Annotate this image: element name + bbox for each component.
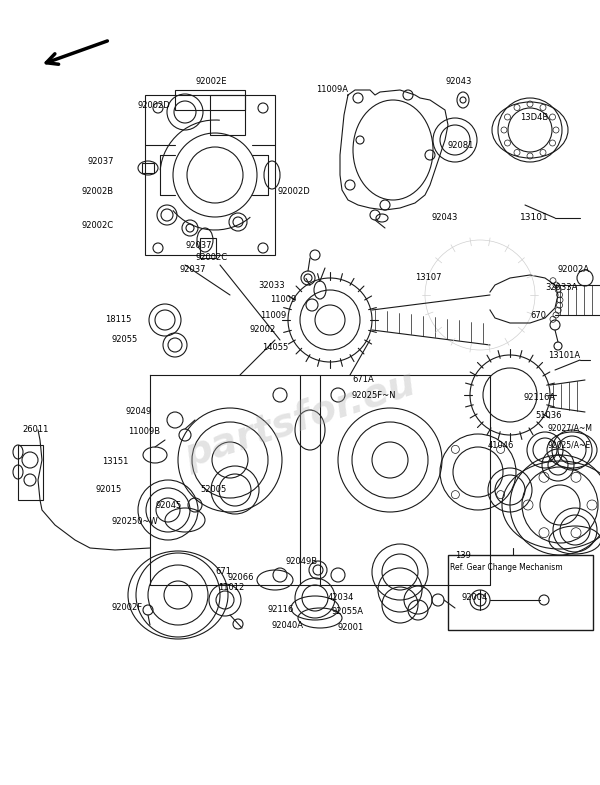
Text: 13107: 13107 (415, 273, 442, 283)
Bar (145, 95, 275, 255)
Text: 92002D: 92002D (137, 100, 170, 109)
Text: 92049B: 92049B (285, 557, 317, 567)
Text: 13151: 13151 (102, 458, 128, 466)
Text: 92055A: 92055A (332, 608, 364, 616)
Text: 52005: 52005 (200, 485, 226, 495)
Text: 92037: 92037 (88, 158, 115, 166)
Text: 92027/A~M: 92027/A~M (548, 423, 593, 433)
Bar (210, 95, 245, 135)
Text: 11009: 11009 (270, 295, 296, 305)
Text: 92037: 92037 (180, 265, 206, 275)
Text: 18115: 18115 (105, 316, 131, 324)
Text: 92037: 92037 (185, 240, 212, 250)
Text: 32033: 32033 (258, 280, 284, 290)
Bar (200, 238, 216, 258)
Text: 671A: 671A (352, 375, 374, 385)
Text: 92002D: 92002D (277, 188, 310, 196)
Text: 13D4B: 13D4B (520, 114, 548, 122)
Text: 139: 139 (455, 550, 471, 560)
Text: 26011: 26011 (22, 425, 49, 435)
Text: 920250~W: 920250~W (112, 517, 159, 527)
Bar (448, 555, 593, 630)
Text: 42034: 42034 (328, 593, 355, 603)
Text: 92040A: 92040A (272, 620, 304, 630)
Text: 11009B: 11009B (128, 428, 160, 436)
Text: 92025/A~E: 92025/A~E (548, 440, 591, 450)
Text: 11009A: 11009A (316, 86, 348, 94)
Text: 92066: 92066 (228, 574, 254, 582)
Text: 671: 671 (215, 568, 231, 576)
Text: 92002C: 92002C (195, 254, 227, 262)
Text: 92002C: 92002C (82, 221, 114, 229)
Text: 32033A: 32033A (545, 283, 577, 293)
Text: 92025F~N: 92025F~N (352, 390, 397, 400)
Text: 670: 670 (530, 311, 546, 319)
Text: 11012: 11012 (218, 583, 244, 593)
Text: partsfor.eu: partsfor.eu (179, 365, 421, 475)
Text: 92116A: 92116A (523, 393, 555, 403)
Text: 11009: 11009 (260, 311, 286, 319)
Text: 92004: 92004 (462, 593, 488, 603)
Text: 92116: 92116 (268, 605, 295, 615)
Text: 92055: 92055 (112, 335, 138, 345)
Text: Ref. Gear Change Mechanism: Ref. Gear Change Mechanism (450, 564, 563, 572)
Text: 41046: 41046 (488, 440, 514, 450)
Bar (18, 445, 43, 500)
Text: 13101A: 13101A (548, 350, 580, 360)
Text: 92081: 92081 (448, 141, 475, 149)
Text: 92002E: 92002E (195, 78, 227, 86)
Text: 92002A: 92002A (558, 265, 590, 275)
Text: 51036: 51036 (535, 411, 562, 419)
Text: 14055: 14055 (262, 344, 288, 352)
Text: 92001: 92001 (338, 623, 364, 633)
Text: 92049: 92049 (125, 407, 151, 417)
Text: 13101: 13101 (520, 214, 549, 222)
Text: 92002: 92002 (250, 326, 276, 334)
Bar (142, 163, 154, 173)
Bar (175, 90, 245, 110)
Text: 92045: 92045 (155, 501, 181, 509)
Text: 92043: 92043 (432, 214, 458, 222)
Text: 92015: 92015 (95, 485, 121, 495)
Text: 92002F: 92002F (112, 604, 143, 612)
Text: 92002B: 92002B (82, 188, 114, 196)
Text: 92043: 92043 (445, 78, 472, 86)
